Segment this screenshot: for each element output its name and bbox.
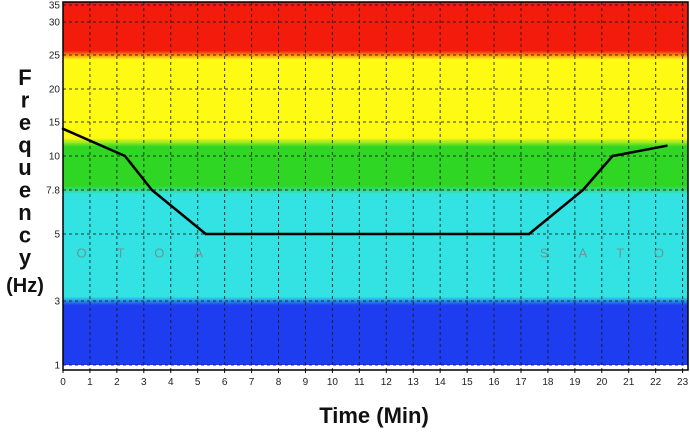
series-point [581, 188, 585, 192]
x-axis-label: Time (Min) [319, 403, 429, 428]
annotation-text: SATOL [540, 245, 690, 260]
y-axis-unit: (Hz) [6, 275, 44, 297]
x-tick-label: 4 [168, 377, 174, 388]
series-point [527, 232, 531, 236]
x-tick-label: 8 [276, 377, 282, 388]
y-tick-label: 20 [49, 85, 61, 96]
grid [63, 2, 688, 370]
band-1 [63, 190, 688, 301]
x-tick-label: 7 [249, 377, 255, 388]
band-2 [63, 142, 688, 190]
x-tick-label: 18 [542, 377, 554, 388]
annotation-text: OTOA [76, 245, 233, 260]
x-tick-label: 13 [408, 377, 420, 388]
x-tick-label: 19 [569, 377, 581, 388]
plot-frame [62, 1, 689, 371]
y-tick-label: 25 [49, 51, 61, 62]
y-tick-label: 1 [54, 361, 60, 372]
series-point [665, 144, 668, 147]
x-tick-label: 17 [515, 377, 527, 388]
y-tick-label: 5 [54, 230, 60, 241]
x-tick-label: 22 [650, 377, 662, 388]
y-tick-label: 30 [49, 18, 61, 29]
x-tick-label: 10 [327, 377, 339, 388]
series-point [123, 154, 127, 158]
x-tick-label: 0 [60, 377, 66, 388]
x-tick-label: 3 [141, 377, 147, 388]
x-tick-label: 20 [596, 377, 608, 388]
band-3 [63, 55, 688, 143]
x-tick-label: 23 [677, 377, 689, 388]
band-0 [63, 301, 688, 365]
frequency-bands [63, 2, 688, 365]
annotations: OTOA SATOL [76, 245, 690, 260]
y-tick-label: 35 [49, 1, 61, 12]
x-tick-label: 6 [222, 377, 228, 388]
x-axis-ticks: 0 1 2 3 4 5 6 7 8 9 10 11 12 13 14 15 16 17 18 19 20 21 22 23 [60, 370, 689, 388]
x-tick-label: 21 [623, 377, 635, 388]
series-line-0 [61, 127, 668, 236]
x-tick-label: 9 [303, 377, 309, 388]
x-tick-label: 15 [462, 377, 474, 388]
x-tick-label: 11 [354, 377, 365, 388]
y-tick-label: 10 [49, 152, 61, 163]
y-tick-label: 3 [54, 297, 60, 308]
x-tick-label: 12 [381, 377, 393, 388]
y-tick-label: 7.8 [46, 186, 60, 197]
series-point [150, 188, 154, 192]
x-tick-label: 5 [195, 377, 201, 388]
x-tick-label: 14 [435, 377, 447, 388]
x-tick-label: 16 [488, 377, 500, 388]
series-point [204, 232, 207, 236]
x-tick-label: 1 [87, 377, 93, 388]
x-tick-label: 2 [114, 377, 120, 388]
band-4 [63, 2, 688, 55]
series-point [611, 154, 614, 158]
y-tick-label: 15 [49, 118, 61, 129]
